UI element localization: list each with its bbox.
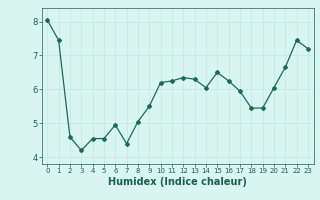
X-axis label: Humidex (Indice chaleur): Humidex (Indice chaleur) — [108, 177, 247, 187]
